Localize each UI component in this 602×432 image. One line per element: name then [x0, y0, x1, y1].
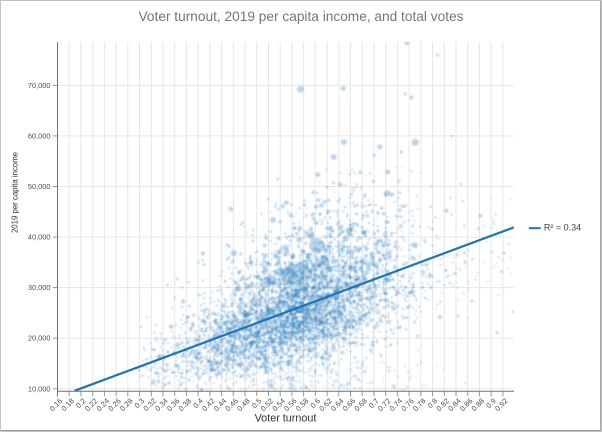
svg-text:10,000: 10,000: [28, 384, 51, 393]
svg-text:30,000: 30,000: [28, 283, 51, 292]
svg-text:Voter turnout: Voter turnout: [255, 412, 317, 424]
svg-text:70,000: 70,000: [28, 81, 51, 90]
svg-text:60,000: 60,000: [28, 131, 51, 140]
svg-text:40,000: 40,000: [28, 233, 51, 242]
svg-text:50,000: 50,000: [28, 182, 51, 191]
svg-text:Voter turnout, 2019 per capita: Voter turnout, 2019 per capita income, a…: [139, 9, 464, 24]
svg-text:20,000: 20,000: [28, 334, 51, 343]
svg-text:2019 per capita income: 2019 per capita income: [11, 152, 20, 233]
